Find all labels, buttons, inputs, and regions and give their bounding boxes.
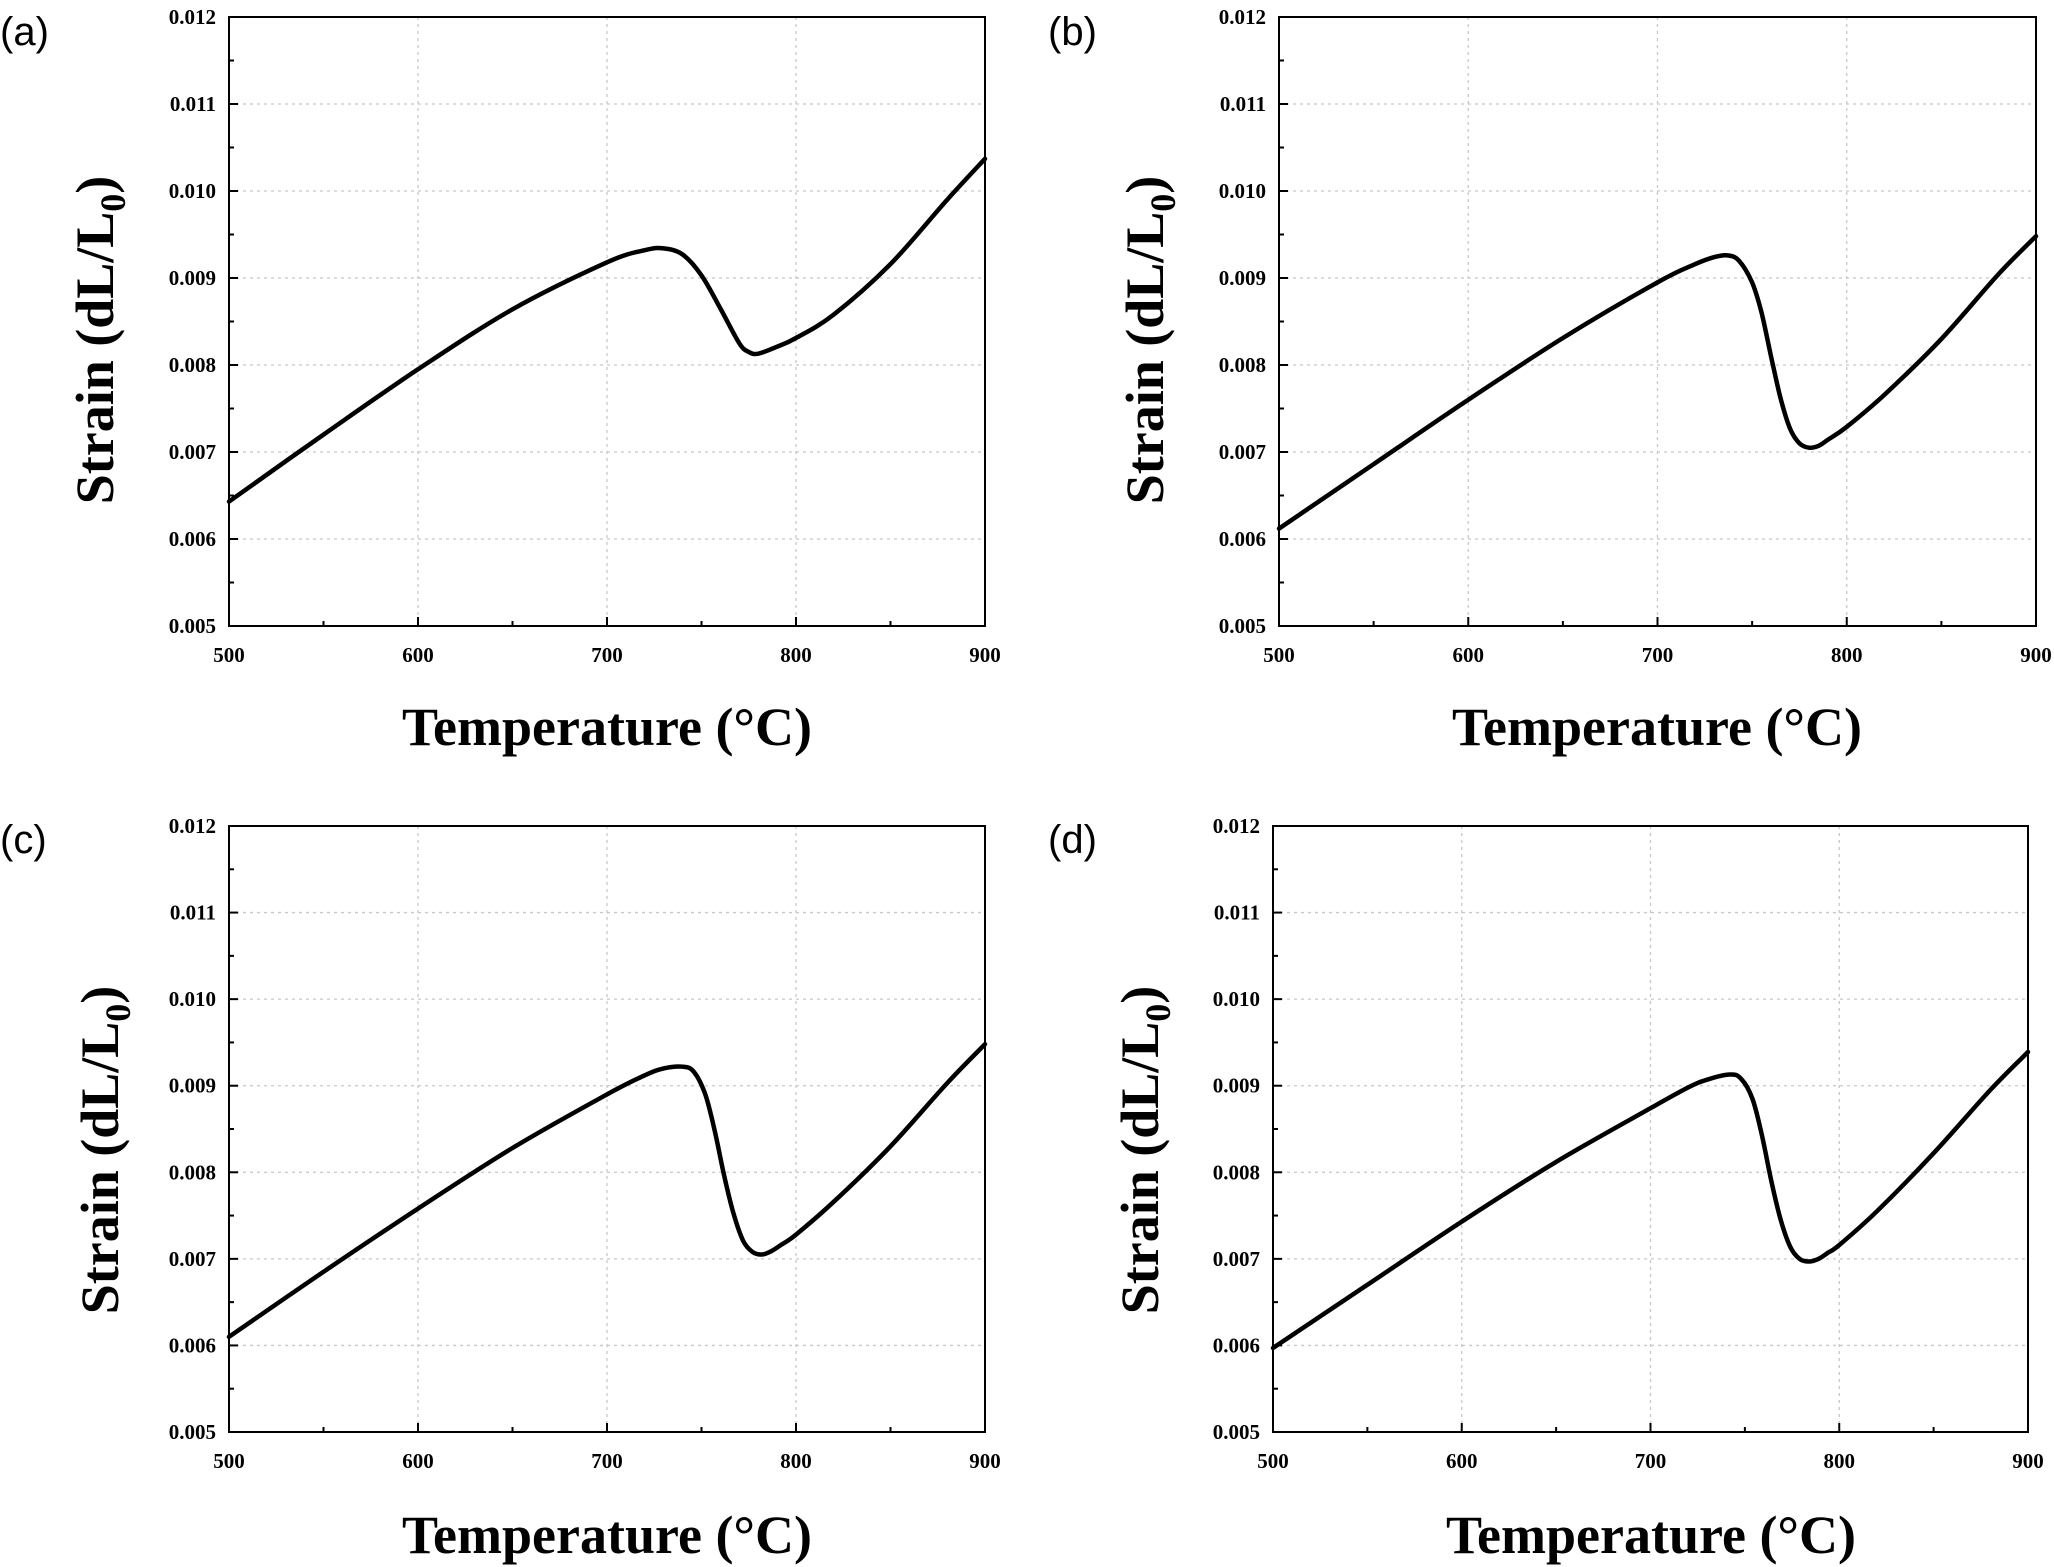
y-tick-label: 0.008 (1213, 1160, 1260, 1184)
y-axis-title-main: Strain (dL/L (1115, 212, 1175, 505)
y-tick-label: 0.008 (1219, 353, 1266, 377)
y-tick-label: 0.012 (169, 5, 216, 29)
y-tick-label: 0.005 (1219, 614, 1266, 638)
x-tick-label: 500 (1263, 643, 1295, 667)
strain-curve (1270, 1049, 2031, 1351)
x-tick-label: 700 (591, 643, 623, 667)
chart-panel-2: (b) 500 600 700 800 900 0.005 0.006 0.007 0.008 0.… (1048, 5, 2052, 757)
y-tick-label: 0.005 (1213, 1420, 1260, 1444)
strain-curve (226, 1041, 988, 1340)
x-tick-label: 600 (402, 1449, 434, 1473)
y-tick-label: 0.007 (1213, 1247, 1260, 1271)
x-axis-title: Temperature (°C) (1446, 1505, 1856, 1565)
x-tick-label: 900 (2020, 643, 2052, 667)
y-tick-label: 0.006 (169, 527, 216, 551)
y-tick-label: 0.012 (169, 814, 216, 838)
x-tick-label: 600 (1453, 643, 1485, 667)
panel-label: (a) (0, 10, 49, 54)
y-tick-label: 0.010 (1219, 179, 1266, 203)
y-axis-title-end: ) (70, 986, 130, 1004)
y-axis-title-end: ) (1110, 986, 1170, 1004)
x-tick-label: 600 (1446, 1449, 1478, 1473)
panel-label: (c) (0, 818, 47, 862)
y-axis-title-main: Strain (dL/L (70, 1022, 130, 1315)
panel-label: (d) (1048, 818, 1097, 862)
y-tick-label: 0.011 (1220, 92, 1266, 116)
y-axis-title-main: Strain (dL/L (65, 212, 125, 505)
x-tick-label: 800 (780, 643, 812, 667)
y-axis-title: Strain (dL/L0) (70, 986, 138, 1315)
y-axis-title-subscript: 0 (93, 194, 133, 212)
y-tick-label: 0.009 (169, 266, 216, 290)
x-tick-label: 900 (969, 643, 1001, 667)
y-tick-label: 0.009 (169, 1074, 216, 1098)
strain-curve (226, 156, 988, 504)
y-axis-title-end: ) (1115, 176, 1175, 194)
chart-panel-1: (a) 500 600 700 800 900 0.005 0.006 0.007 0.008 0.… (0, 5, 1001, 757)
y-axis-title-subscript: 0 (98, 1004, 138, 1022)
x-tick-label: 800 (780, 1449, 812, 1473)
y-tick-label: 0.007 (169, 1247, 216, 1271)
x-axis-title: Temperature (°C) (1452, 697, 1862, 757)
strain-curve (1276, 233, 2039, 531)
x-tick-label: 900 (2012, 1449, 2044, 1473)
y-axis-title-end: ) (65, 176, 125, 194)
y-axis-title-subscript: 0 (1138, 1004, 1178, 1022)
y-tick-label: 0.006 (169, 1333, 216, 1357)
chart-panel-4: (d) 500 600 700 800 900 0.005 0.006 0.007 0.008 0.… (1048, 814, 2044, 1565)
panel-label: (b) (1048, 10, 1097, 54)
x-axis-title: Temperature (°C) (402, 1505, 812, 1565)
x-tick-label: 800 (1824, 1449, 1856, 1473)
y-tick-label: 0.011 (1214, 901, 1260, 925)
x-tick-label: 500 (213, 1449, 245, 1473)
x-tick-label: 800 (1831, 643, 1863, 667)
x-tick-label: 700 (1642, 643, 1674, 667)
x-tick-label: 500 (213, 643, 245, 667)
y-tick-label: 0.009 (1213, 1074, 1260, 1098)
y-tick-label: 0.009 (1219, 266, 1266, 290)
y-tick-label: 0.010 (1213, 987, 1260, 1011)
y-tick-label: 0.008 (169, 1160, 216, 1184)
y-axis-title: Strain (dL/L0) (65, 176, 133, 505)
x-tick-label: 700 (591, 1449, 623, 1473)
y-tick-label: 0.010 (169, 987, 216, 1011)
x-tick-label: 700 (1635, 1449, 1667, 1473)
y-tick-label: 0.005 (169, 614, 216, 638)
y-tick-label: 0.010 (169, 179, 216, 203)
x-tick-label: 900 (969, 1449, 1001, 1473)
y-axis-title: Strain (dL/L0) (1115, 176, 1183, 505)
y-tick-label: 0.011 (170, 92, 216, 116)
y-axis-title-main: Strain (dL/L (1110, 1022, 1170, 1315)
y-tick-label: 0.011 (170, 901, 216, 925)
x-tick-label: 500 (1257, 1449, 1289, 1473)
y-tick-label: 0.008 (169, 353, 216, 377)
y-tick-label: 0.012 (1213, 814, 1260, 838)
y-axis-title-subscript: 0 (1143, 194, 1183, 212)
x-tick-label: 600 (402, 643, 434, 667)
y-tick-label: 0.005 (169, 1420, 216, 1444)
x-axis-title: Temperature (°C) (402, 697, 812, 757)
y-tick-label: 0.006 (1213, 1333, 1260, 1357)
y-tick-label: 0.007 (1219, 440, 1266, 464)
y-tick-label: 0.006 (1219, 527, 1266, 551)
y-axis-title: Strain (dL/L0) (1110, 986, 1178, 1315)
y-tick-label: 0.012 (1219, 5, 1266, 29)
chart-panel-3: (c) 500 600 700 800 900 0.005 0.006 0.007 0.008 0.… (0, 814, 1001, 1565)
y-tick-label: 0.007 (169, 440, 216, 464)
